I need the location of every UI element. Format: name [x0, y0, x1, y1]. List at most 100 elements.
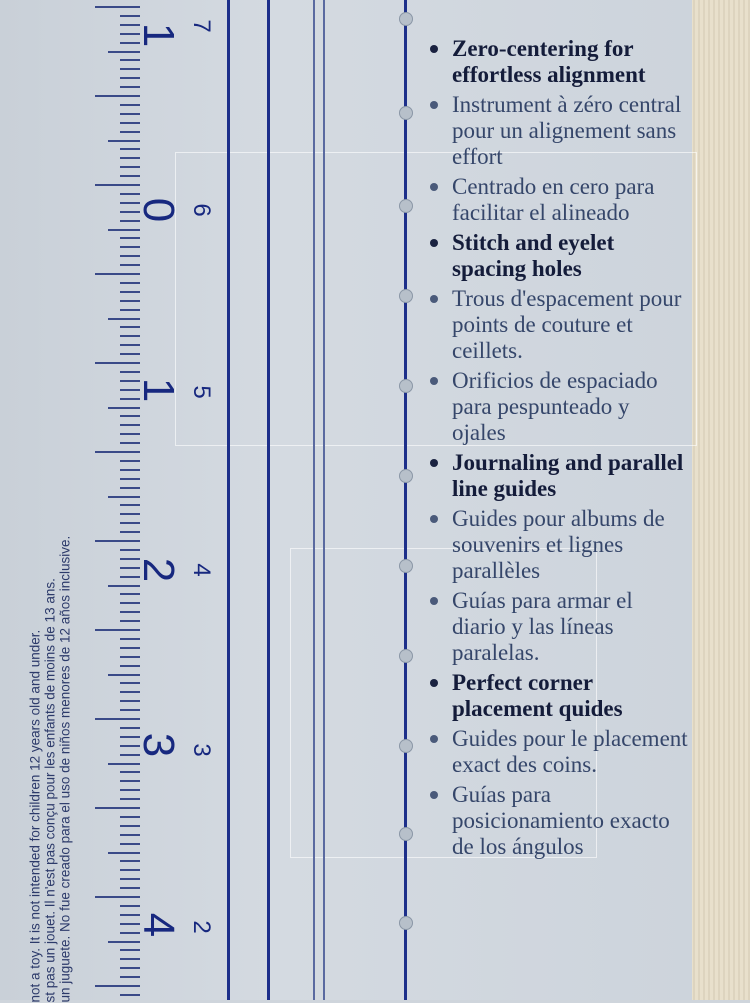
ruler-tick	[120, 344, 140, 347]
ruler-tick	[120, 513, 140, 516]
guide-rectangle	[290, 548, 597, 858]
ruler-tick	[120, 815, 140, 818]
spacing-hole	[399, 289, 413, 303]
ruler-tick	[120, 379, 140, 382]
cm-number: 6	[188, 203, 215, 217]
ruler-tick	[120, 130, 140, 133]
feature-text: Guides pour le placement exact des coins…	[452, 726, 688, 777]
ruler-tick	[120, 913, 140, 916]
ruler-tick	[120, 308, 140, 311]
ruler-tick	[120, 175, 140, 178]
bullet-icon	[430, 459, 438, 467]
ruler-tick	[120, 522, 140, 525]
warning-line-es: un juguete. No fue creado para el uso de…	[57, 535, 73, 1003]
feature-item-es: Guías para armar el diario y las líneas …	[428, 588, 688, 666]
feature-item-en: Stitch and eyelet spacing holes	[428, 230, 688, 282]
ruler-tick	[108, 406, 140, 409]
bullet-icon	[430, 377, 438, 385]
ruler-tick	[120, 459, 140, 462]
bullet-icon	[430, 679, 438, 687]
ruler-tick	[120, 646, 140, 649]
ruler-tick	[120, 691, 140, 694]
ruler-tick	[120, 976, 140, 979]
guide-line	[313, 0, 315, 1000]
ruler-tick	[120, 32, 140, 35]
ruler-tick	[120, 299, 140, 302]
feature-text: Centrado en cero para facilitar el aline…	[452, 174, 655, 225]
bullet-icon	[430, 515, 438, 523]
ruler-tick	[120, 548, 140, 551]
feature-item-es: Orificios de espaciado para pespunteado …	[428, 368, 688, 446]
guide-line	[267, 0, 270, 1000]
cm-number: 5	[188, 385, 215, 399]
spacing-hole	[399, 12, 413, 26]
ruler-tick	[120, 264, 140, 267]
ruler-tick	[95, 896, 140, 898]
guide-line	[323, 0, 325, 1000]
cm-number: 4	[188, 563, 215, 577]
ruler-tick	[120, 726, 140, 729]
spacing-hole	[399, 559, 413, 573]
ruler-tick	[120, 860, 140, 863]
ruler-tick	[120, 531, 140, 534]
ruler-tick	[120, 637, 140, 640]
ruler-tick	[120, 415, 140, 418]
cm-number: 3	[188, 743, 215, 757]
ruler-tick	[120, 353, 140, 356]
ruler-tick	[120, 210, 140, 213]
ruler-tick	[120, 370, 140, 373]
ruler-tick	[120, 59, 140, 62]
ruler-tick	[120, 290, 140, 293]
ruler-tick	[108, 139, 140, 142]
bullet-icon	[430, 45, 438, 53]
ruler-tick	[120, 798, 140, 801]
ruler-tick	[108, 762, 140, 765]
warning-line-en: not a toy. It is not intended for childr…	[27, 629, 43, 1003]
ruler-tick	[108, 851, 140, 854]
inch-number: 2	[134, 557, 183, 583]
ruler-tick	[120, 477, 140, 480]
bullet-icon	[430, 183, 438, 191]
bullet-icon	[430, 735, 438, 743]
ruler-tick	[120, 904, 140, 907]
inch-number: 1	[134, 377, 183, 403]
ruler-tick	[108, 584, 140, 587]
guide-rectangle	[175, 152, 697, 446]
ruler-tick	[120, 664, 140, 667]
ruler-tick	[120, 833, 140, 836]
ruler-tick	[95, 362, 140, 364]
ruler-tick	[120, 201, 140, 204]
ruler-tick	[108, 940, 140, 943]
ruler-tick	[120, 611, 140, 614]
ruler-tick	[120, 504, 140, 507]
ruler-tick	[95, 985, 140, 987]
spacing-hole	[399, 739, 413, 753]
ruler-tick	[120, 993, 140, 996]
feature-text: Journaling and parallel line guides	[452, 450, 684, 501]
ruler-tick	[120, 397, 140, 400]
inch-number: 0	[134, 197, 183, 223]
feature-item-fr: Guides pour albums de souvenirs et ligne…	[428, 506, 688, 584]
ruler-tick	[95, 184, 140, 186]
ruler-tick	[120, 780, 140, 783]
ruler-tick	[120, 255, 140, 258]
ruler-tick	[120, 442, 140, 445]
feature-item-fr: Instrument à zéro central pour un aligne…	[428, 92, 688, 170]
spacing-hole	[399, 106, 413, 120]
ruler-tick	[95, 95, 140, 97]
spacing-hole	[399, 649, 413, 663]
feature-text: Guías para posicionamiento exacto de los…	[452, 782, 670, 859]
ruler-tick	[120, 735, 140, 738]
bullet-icon	[430, 597, 438, 605]
ruler-tick	[120, 824, 140, 827]
background-surface	[690, 0, 750, 1000]
ruler-tick	[120, 281, 140, 284]
cm-number: 2	[188, 920, 215, 934]
ruler-tick	[120, 602, 140, 605]
spacing-hole	[399, 469, 413, 483]
ruler-tick	[120, 41, 140, 44]
ruler-tick	[108, 673, 140, 676]
ruler-tick	[120, 388, 140, 391]
feature-item-en: Perfect corner placement quides	[428, 670, 688, 722]
ruler-tick	[120, 103, 140, 106]
